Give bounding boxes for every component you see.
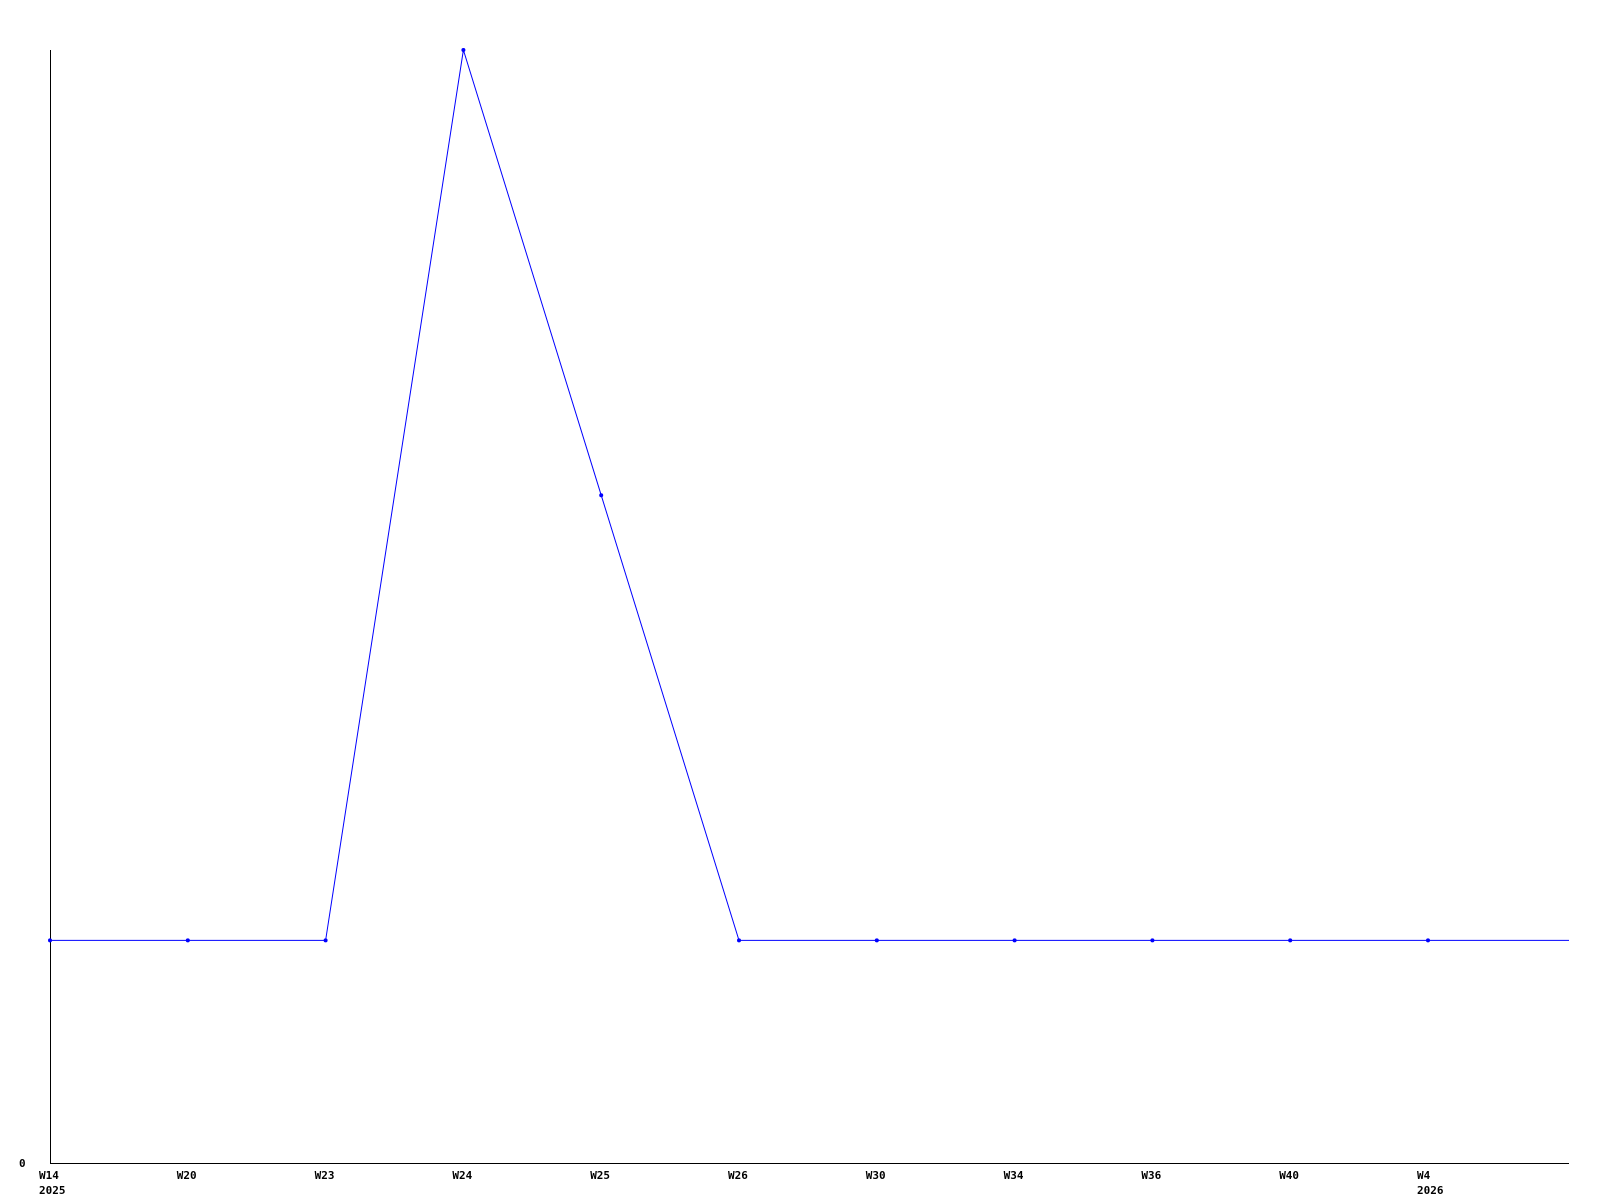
y-tick-label-0: 0 [19,1157,26,1170]
data-point [1288,938,1293,943]
data-point [461,48,466,52]
x-tick-label: W26 [728,1169,748,1182]
x-tick-label: W4 [1417,1169,1431,1182]
data-point [185,938,190,943]
year-label: 2026 [1417,1184,1444,1197]
x-tick-label: W25 [590,1169,610,1182]
x-tick-label: W40 [1279,1169,1299,1182]
x-tick-label: W24 [452,1169,472,1182]
data-point [599,493,604,498]
data-point [48,938,52,943]
x-tick-label: W34 [1004,1169,1024,1182]
year-label: 2025 [39,1184,66,1197]
x-tick-label: W14 [39,1169,59,1182]
data-point [1012,938,1017,943]
series-line [50,49,1569,941]
data-point [323,938,328,943]
data-point [874,938,879,943]
x-tick-label: W30 [866,1169,886,1182]
data-point [737,938,741,943]
x-tick-label: W20 [177,1169,197,1182]
x-tick-label: W23 [315,1169,335,1182]
data-point [1426,938,1430,943]
x-tick-label: W36 [1141,1169,1161,1182]
data-point [1150,938,1155,943]
